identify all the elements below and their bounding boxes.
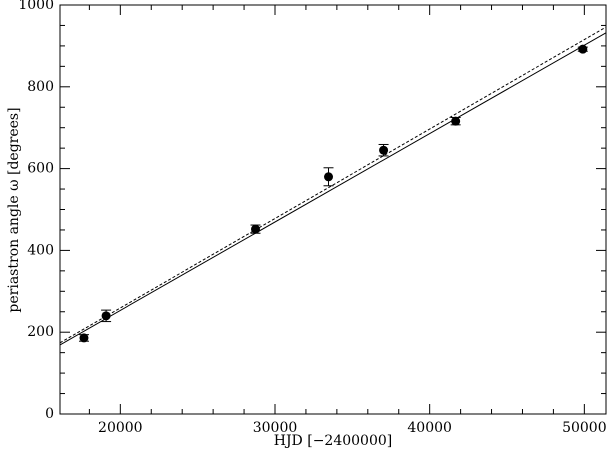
data-point	[451, 116, 461, 126]
y-tick-label: 800	[27, 79, 54, 95]
data-point	[578, 44, 588, 54]
x-axis-label: HJD [−2400000]	[274, 433, 393, 449]
data-point	[79, 333, 89, 343]
fit-line	[59, 26, 607, 344]
x-tick-label: 40000	[407, 420, 452, 436]
data-point	[251, 224, 261, 234]
data-point	[379, 145, 389, 155]
x-tick-label: 30000	[253, 420, 298, 436]
data-point	[101, 311, 111, 321]
data-point	[324, 172, 334, 182]
y-tick-label: 200	[27, 324, 54, 340]
fit-line	[59, 32, 607, 346]
y-tick-label: 600	[27, 161, 54, 177]
x-tick-label: 20000	[98, 420, 143, 436]
y-tick-label: 0	[45, 406, 54, 422]
y-axis-label: periastron angle ω [degrees]	[6, 107, 22, 312]
y-tick-label: 400	[27, 242, 54, 258]
y-tick-label: 1000	[18, 0, 54, 13]
x-tick-label: 50000	[562, 420, 607, 436]
plot-frame	[59, 4, 607, 415]
